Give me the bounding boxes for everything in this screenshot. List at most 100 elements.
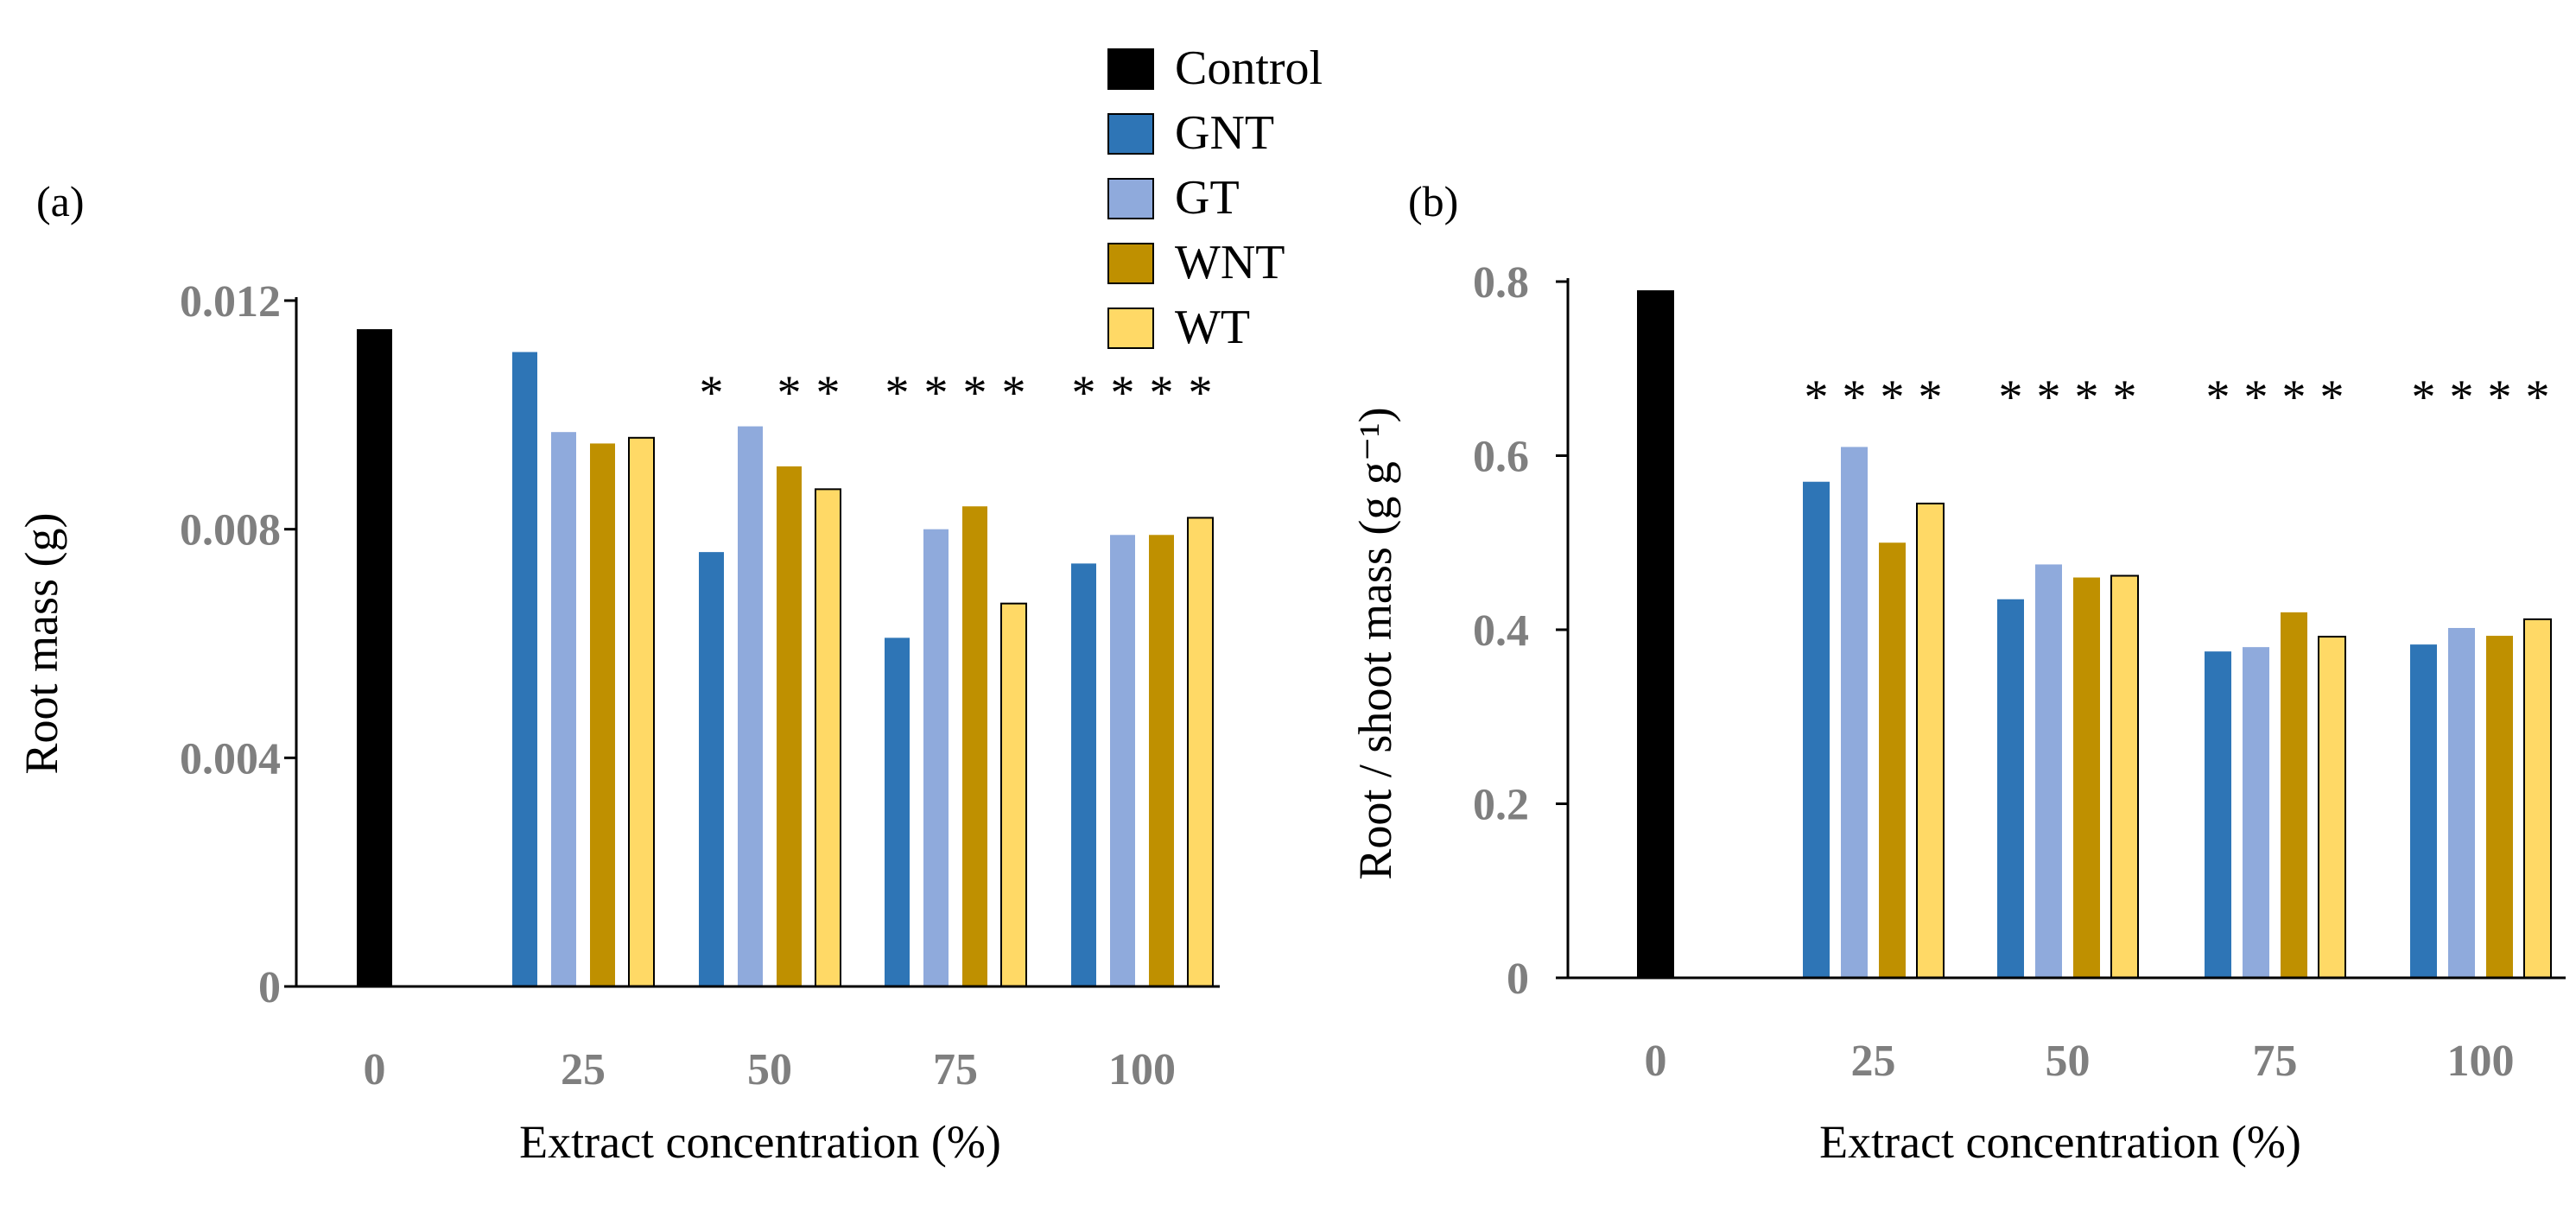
bar-a-control-0 [357,329,392,986]
y-tick-label-a: 0.004 [180,734,281,783]
x-tick-label-b-100: 100 [2447,1037,2515,1086]
legend-swatch-gnt [1107,113,1154,155]
significance-mark-b: * [2450,371,2474,424]
significance-mark-a: * [885,366,910,420]
legend-swatch-wt [1107,308,1154,349]
bar-a-wt-75 [1000,602,1027,988]
bar-b-wt-75 [2318,636,2346,979]
bar-a-wnt-100 [1149,535,1174,986]
bar-b-wt-25 [1916,502,1945,979]
significance-mark-a: * [924,366,949,420]
significance-mark-a: * [700,366,724,420]
bar-a-wnt-50 [777,466,802,986]
significance-mark-b: * [2282,371,2306,424]
y-axis-title-b: Root / shoot mass (g g⁻¹) [1349,407,1401,879]
significance-mark-b: * [1843,371,1867,424]
bar-a-gnt-100 [1071,563,1096,986]
significance-mark-a: * [777,366,802,420]
bar-b-gnt-75 [2205,651,2231,978]
panel-b-root-shoot-ratio-chart: (b) 0 0.2 0.4 0.6 0.8 0 25 * * * * 50 * * * * 75 * * * * 100 * *… [1349,177,2566,1168]
bar-b-wnt-25 [1879,542,1906,978]
significance-mark-b: * [2320,371,2344,424]
bar-b-gnt-100 [2410,644,2437,978]
significance-mark-a: * [1150,366,1174,420]
y-tick-label-a: 0.008 [180,506,281,555]
bar-a-gnt-75 [885,637,910,986]
significance-mark-a: * [1002,366,1026,420]
x-tick-label-b-0: 0 [1645,1037,1667,1086]
x-tick-label-b-50: 50 [2046,1037,2091,1086]
x-tick-label-a-0: 0 [364,1045,386,1094]
legend-label-wt: WT [1175,301,1250,354]
bar-a-wt-100 [1187,517,1214,987]
bar-a-gt-25 [551,432,576,986]
bar-a-gnt-25 [512,352,537,986]
significance-mark-b: * [2526,371,2550,424]
significance-mark-b: * [2488,371,2512,424]
legend-label-wnt: WNT [1175,236,1285,289]
bar-a-gnt-50 [699,552,724,986]
legend-label-gnt: GNT [1175,106,1274,160]
significance-mark-b: * [1999,371,2023,424]
bar-b-wt-100 [2523,618,2552,979]
legend-label-control: Control [1175,41,1323,95]
bar-b-gnt-50 [1997,599,2024,978]
significance-mark-a: * [963,366,987,420]
bar-a-wnt-75 [962,506,987,986]
significance-mark-b: * [2206,371,2230,424]
bar-a-gt-50 [738,426,763,987]
y-tick-label-b: 0 [1507,954,1529,1004]
x-tick-label-a-50: 50 [747,1045,792,1094]
y-tick-label-b: 0.4 [1473,606,1529,656]
bar-b-wnt-100 [2486,636,2513,978]
significance-mark-a: * [1111,366,1135,420]
bar-a-wt-50 [815,488,841,987]
significance-mark-b: * [1805,371,1829,424]
legend: Control GNT GT WNT WT [1107,41,1323,354]
y-tick-label-a: 0 [258,963,281,1012]
legend-swatch-control [1107,48,1154,90]
significance-mark-b: * [1919,371,1943,424]
y-tick-label-b: 0.8 [1473,258,1529,308]
bar-a-wnt-25 [590,443,615,986]
bar-b-wnt-75 [2281,612,2307,978]
panel-label-b: (b) [1408,177,1458,225]
significance-mark-a: * [816,366,841,420]
x-axis-title-b: Extract concentration (%) [1819,1116,2301,1168]
legend-swatch-gt [1107,178,1154,219]
significance-mark-b: * [2113,371,2137,424]
significance-mark-b: * [2412,371,2436,424]
significance-mark-b: * [2244,371,2268,424]
panel-label-a: (a) [36,177,85,225]
y-tick-label-a: 0.012 [180,277,281,327]
bar-b-control-0 [1637,290,1674,978]
bar-b-gt-75 [2243,647,2269,978]
x-tick-label-b-25: 25 [1851,1037,1896,1086]
significance-mark-b: * [2037,371,2061,424]
y-axis-title-a: Root mass (g) [16,513,67,775]
bar-b-gt-50 [2035,564,2062,978]
significance-mark-a: * [1072,366,1096,420]
x-tick-label-a-25: 25 [561,1045,606,1094]
significance-mark-a: * [1189,366,1213,420]
bar-b-gnt-25 [1803,481,1830,978]
bar-a-gt-100 [1110,535,1135,986]
legend-swatch-wnt [1107,243,1154,284]
significance-mark-b: * [1881,371,1905,424]
legend-label-gt: GT [1175,171,1240,225]
bar-b-gt-25 [1841,447,1868,978]
bar-b-wnt-50 [2073,577,2100,978]
y-tick-label-b: 0.6 [1473,433,1529,482]
bar-a-wt-25 [628,436,655,987]
x-axis-title-a: Extract concentration (%) [519,1116,1001,1168]
x-tick-label-a-100: 100 [1108,1045,1176,1094]
panel-a-root-mass-chart: (a) 0 0.004 0.008 0.012 0 25 50 * * * 75 * * * * 100 * * * *… [16,177,1220,1168]
bar-a-gt-75 [923,529,949,986]
x-tick-label-a-75: 75 [933,1045,978,1094]
y-tick-label-b: 0.2 [1473,781,1529,830]
bar-b-wt-50 [2110,574,2139,979]
bar-b-gt-100 [2448,627,2475,978]
significance-mark-b: * [2075,371,2099,424]
x-tick-label-b-75: 75 [2253,1037,2298,1086]
